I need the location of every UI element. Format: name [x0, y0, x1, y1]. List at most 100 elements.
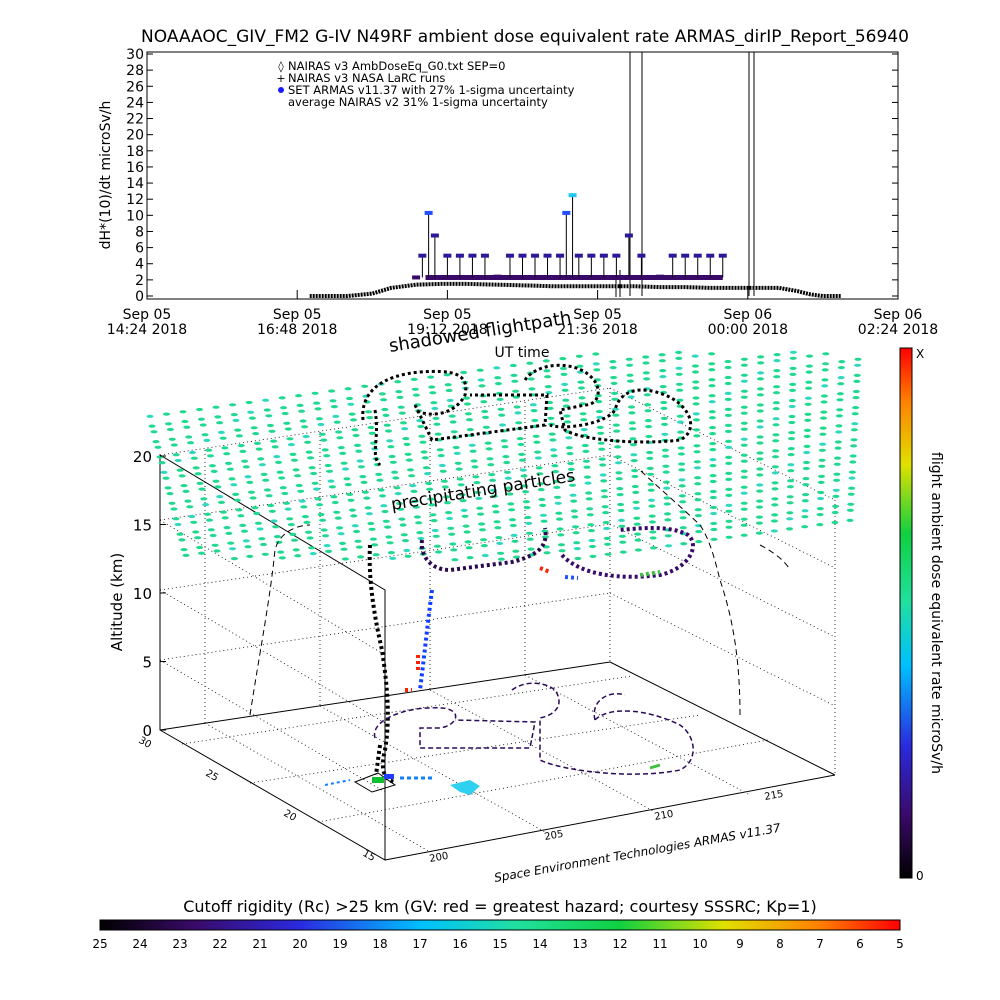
- particle-dot: [432, 534, 440, 538]
- particle-dot: [174, 522, 182, 527]
- particle-dot: [334, 516, 342, 520]
- particle-dot: [258, 463, 266, 467]
- particle-dot: [168, 437, 176, 441]
- particle-dot: [386, 541, 394, 545]
- particle-dot: [531, 418, 539, 423]
- particle-dot: [311, 391, 319, 395]
- particle-dot: [710, 511, 718, 516]
- particle-dot: [756, 409, 764, 413]
- particle-dot: [788, 404, 796, 409]
- particle-dot: [519, 458, 526, 462]
- particle-dot: [229, 403, 237, 407]
- particle-dot: [663, 486, 671, 490]
- particle-dot: [650, 546, 657, 550]
- particle-dot: [757, 371, 765, 375]
- particle-dot: [350, 418, 357, 422]
- particle-dot: [421, 456, 429, 460]
- particle-dot: [246, 480, 254, 484]
- particle-dot: [383, 423, 391, 427]
- particle-dot: [833, 462, 841, 466]
- particle-dot: [251, 506, 259, 510]
- particle-dot: [558, 543, 565, 547]
- particle-dot: [598, 457, 606, 461]
- particle-dot: [339, 541, 346, 546]
- particle-dot: [278, 476, 286, 480]
- particle-dot: [214, 415, 222, 419]
- particle-dot: [375, 472, 383, 476]
- particle-dot: [537, 488, 545, 492]
- particle-dot: [260, 542, 267, 547]
- particle-dot: [270, 439, 278, 443]
- particle-dot: [286, 517, 294, 521]
- rc-tick-label: 12: [612, 937, 627, 951]
- particle-dot: [291, 538, 298, 542]
- particle-dot: [340, 547, 348, 551]
- particle-dot: [209, 533, 217, 538]
- particle-dot: [381, 407, 389, 412]
- particle-dot: [330, 405, 338, 409]
- particle-dot: [277, 550, 285, 554]
- particle-dot: [417, 424, 425, 429]
- particle-dot: [410, 489, 418, 493]
- particle-dot: [228, 477, 236, 481]
- rc-tick-label: 25: [92, 937, 107, 951]
- particle-dot: [550, 454, 558, 458]
- particle-dot: [725, 477, 733, 481]
- armas-point: [468, 253, 477, 258]
- particle-dot: [355, 545, 363, 549]
- particle-dot: [501, 445, 509, 449]
- particle-dot: [402, 437, 410, 441]
- particle-dot: [248, 416, 256, 420]
- particle-dot: [230, 483, 238, 487]
- particle-dot: [581, 443, 589, 448]
- particle-dot: [203, 438, 211, 442]
- particle-dot: [675, 350, 683, 354]
- particle-dot: [610, 375, 618, 380]
- particle-dot: [600, 489, 608, 493]
- particle-dot: [772, 417, 780, 421]
- dose-colorbar: X 0 flight ambient dose equivalent rate …: [899, 347, 944, 883]
- particle-dot: [802, 493, 810, 497]
- particle-dot: [313, 487, 321, 491]
- particle-dot: [221, 446, 229, 450]
- particle-dot: [385, 429, 392, 433]
- particle-dot: [230, 557, 238, 561]
- particle-dot: [433, 544, 441, 548]
- particle-dot: [510, 373, 518, 377]
- rc-tick-label: 9: [736, 937, 744, 951]
- particle-dot: [575, 354, 583, 358]
- armas-point: [531, 253, 540, 258]
- particle-dot: [333, 510, 341, 514]
- particle-dot: [389, 460, 397, 464]
- particle-dot: [286, 437, 294, 441]
- particle-dot: [320, 438, 328, 442]
- particle-dot: [176, 468, 184, 472]
- particle-dot: [565, 436, 573, 440]
- particle-dot: [562, 398, 570, 402]
- particle-dot: [801, 499, 809, 503]
- particle-dot: [631, 469, 639, 473]
- particle-dot: [788, 431, 796, 435]
- particle-dot: [832, 504, 840, 508]
- particle-dot: [756, 489, 764, 493]
- particle-dot: [572, 531, 580, 535]
- particle-dot: [273, 455, 281, 459]
- particle-dot: [740, 501, 748, 505]
- armas-point: [424, 210, 433, 215]
- particle-dot: [308, 546, 316, 550]
- particle-dot: [382, 519, 390, 523]
- particle-dot: [484, 441, 492, 445]
- particle-dot: [411, 499, 419, 503]
- particle-dot: [150, 430, 158, 434]
- particle-dot: [612, 413, 620, 417]
- particle-dot: [336, 436, 344, 440]
- particle-dot: [336, 526, 344, 530]
- particle-dot: [821, 384, 829, 388]
- particle-dot: [462, 524, 470, 528]
- particle-dot: [176, 532, 184, 536]
- particle-dot: [709, 474, 717, 478]
- particle-dot: [585, 491, 593, 495]
- particle-dot: [379, 494, 386, 498]
- particle-dot: [178, 474, 186, 478]
- particle-dot: [647, 488, 655, 492]
